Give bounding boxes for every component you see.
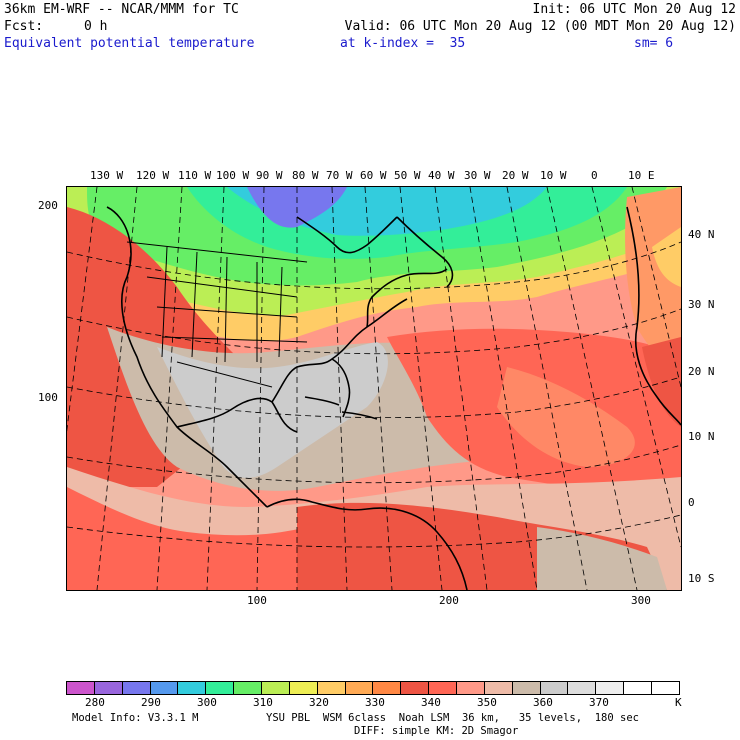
level-label: at k-index = 35 bbox=[340, 36, 466, 51]
legend-label: 330 bbox=[365, 696, 385, 709]
legend-swatch bbox=[512, 682, 541, 694]
lon-label: 0 bbox=[591, 169, 598, 182]
legend-swatch bbox=[568, 682, 597, 694]
legend-swatch bbox=[67, 682, 95, 694]
lat-label: 30 N bbox=[688, 298, 715, 311]
africa-warm bbox=[642, 337, 681, 427]
lon-label: 20 W bbox=[502, 169, 529, 182]
forecast-label: Fcst: bbox=[4, 19, 44, 34]
band-355-south bbox=[537, 527, 667, 590]
legend-swatch bbox=[457, 682, 485, 694]
legend-label: 300 bbox=[197, 696, 217, 709]
diffusion-info: DIFF: simple KM: 2D Smagor bbox=[354, 725, 519, 737]
legend-swatch bbox=[401, 682, 430, 694]
legend-swatch bbox=[345, 682, 374, 694]
grid-x-label: 100 bbox=[247, 594, 267, 607]
lon-label: 10 E bbox=[628, 169, 655, 182]
legend-swatch bbox=[484, 682, 513, 694]
lon-label: 30 W bbox=[464, 169, 491, 182]
map-canvas bbox=[67, 187, 681, 590]
graticule bbox=[67, 187, 681, 590]
legend-label: 280 bbox=[85, 696, 105, 709]
legend-swatch bbox=[540, 682, 569, 694]
lon-label: 130 W bbox=[90, 169, 124, 182]
legend-swatch bbox=[596, 682, 625, 694]
valid-time: Valid: 06 UTC Mon 20 Aug 12 (00 MDT Mon … bbox=[344, 19, 736, 34]
coastlines bbox=[106, 206, 681, 590]
field-name: Equivalent potential temperature bbox=[4, 36, 255, 51]
smoothing-label: sm= 6 bbox=[634, 36, 674, 51]
lon-label: 60 W bbox=[360, 169, 387, 182]
lon-label: 120 W bbox=[136, 169, 170, 182]
legend-swatch bbox=[429, 682, 458, 694]
legend-swatch bbox=[652, 682, 679, 694]
legend-label: 290 bbox=[141, 696, 161, 709]
legend-label: 340 bbox=[421, 696, 441, 709]
lon-label: 40 W bbox=[428, 169, 455, 182]
legend-swatch bbox=[94, 682, 123, 694]
legend-label: 310 bbox=[253, 696, 273, 709]
legend-swatch bbox=[373, 682, 402, 694]
legend-label: 320 bbox=[309, 696, 329, 709]
lon-label: 80 W bbox=[292, 169, 319, 182]
legend-swatch bbox=[206, 682, 235, 694]
legend-swatch bbox=[317, 682, 346, 694]
legend-label: 370 bbox=[589, 696, 609, 709]
political-borders bbox=[126, 241, 308, 388]
legend-swatch bbox=[234, 682, 263, 694]
legend-swatch bbox=[624, 682, 653, 694]
theta-e-map bbox=[66, 186, 682, 591]
lat-label: 10 S bbox=[688, 572, 715, 585]
legend-label: 350 bbox=[477, 696, 497, 709]
legend-swatch bbox=[122, 682, 151, 694]
legend-swatch bbox=[262, 682, 290, 694]
legend-label: 360 bbox=[533, 696, 553, 709]
grid-y-label: 100 bbox=[38, 391, 58, 404]
lat-label: 0 bbox=[688, 496, 695, 509]
lat-label: 40 N bbox=[688, 228, 715, 241]
lon-label: 10 W bbox=[540, 169, 567, 182]
color-legend bbox=[66, 681, 680, 695]
legend-swatch bbox=[150, 682, 179, 694]
legend-swatch bbox=[289, 682, 318, 694]
physics-info: YSU PBL WSM 6class Noah LSM 36 km, 35 le… bbox=[266, 712, 639, 724]
grid-y-label: 200 bbox=[38, 199, 58, 212]
lon-label: 100 W bbox=[216, 169, 250, 182]
atlantic-core bbox=[497, 367, 635, 467]
lon-label: 50 W bbox=[394, 169, 421, 182]
model-title: 36km EM-WRF -- NCAR/MMM for TC bbox=[4, 2, 239, 17]
model-info: Model Info: V3.3.1 M bbox=[72, 712, 199, 724]
init-time: Init: 06 UTC Mon 20 Aug 12 bbox=[532, 2, 737, 17]
lon-label: 70 W bbox=[326, 169, 353, 182]
legend-swatch bbox=[178, 682, 207, 694]
lon-label: 110 W bbox=[178, 169, 212, 182]
band-360 bbox=[157, 342, 388, 478]
lat-label: 20 N bbox=[688, 365, 715, 378]
lon-label: 90 W bbox=[256, 169, 283, 182]
grid-x-label: 200 bbox=[439, 594, 459, 607]
pacific-warm-south bbox=[67, 487, 327, 590]
grid-x-label: 300 bbox=[631, 594, 651, 607]
europe-warm bbox=[625, 187, 681, 377]
lat-label: 10 N bbox=[688, 430, 715, 443]
legend-unit: K bbox=[675, 696, 682, 709]
europe-mild bbox=[652, 227, 681, 287]
forecast-hour: 0 h bbox=[84, 19, 108, 34]
